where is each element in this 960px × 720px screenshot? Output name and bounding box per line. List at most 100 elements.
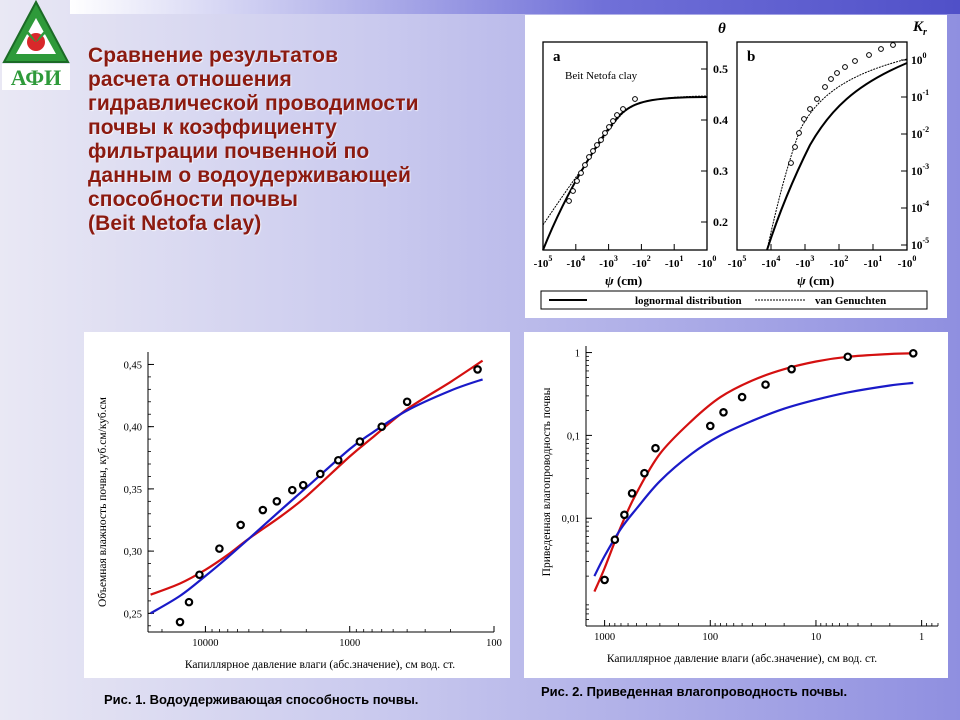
- data-point: [610, 535, 620, 545]
- x-tick-label: 1000: [339, 638, 360, 649]
- scan-point: [578, 170, 584, 176]
- data-point: [908, 348, 918, 358]
- top-figure-svg: θ Kr a Beit Netofa clay 0.5 0.4 0.3 0.2 b 1…: [534, 19, 929, 310]
- kr-axis-symbol: Kr: [912, 19, 927, 38]
- psi-tick-label: -101: [864, 254, 883, 270]
- chart2-x-label: Капиллярное давление влаги (абс.значение…: [607, 653, 877, 665]
- series-line-1: [150, 378, 483, 615]
- chart1-y-label: Объемная влажность почвы, куб.см/куб.см: [97, 396, 109, 607]
- kr-tick-label: 10-5: [911, 236, 929, 252]
- scan-point: [796, 130, 802, 136]
- data-point: [272, 497, 282, 506]
- x-tick-label: 1: [919, 632, 924, 643]
- scan-point: [598, 137, 604, 143]
- chart2-y-label: Приведенная влагопроводность почвы: [541, 387, 553, 576]
- data-point: [236, 520, 245, 530]
- data-point: [402, 397, 412, 407]
- chart2-svg: Приведенная влагопроводность почвы Капил…: [541, 346, 939, 665]
- top-gradient-bar: [70, 0, 960, 14]
- scan-point: [814, 96, 820, 102]
- psi-tick-label: -101: [665, 254, 684, 270]
- y-tick-label: 0,25: [124, 609, 142, 620]
- panel-b-points: [788, 42, 896, 166]
- data-point: [620, 510, 629, 520]
- panel-a-frame: [542, 41, 708, 251]
- scan-point: [828, 76, 834, 82]
- scan-point: [614, 112, 620, 118]
- theta-axis-symbol: θ: [718, 21, 726, 37]
- data-point: [473, 365, 482, 374]
- psi-tick-label: -103: [599, 254, 618, 270]
- legend-vangenuchten: van Genuchten: [815, 295, 886, 307]
- scan-point: [606, 124, 612, 130]
- data-point: [195, 570, 204, 580]
- scan-point: [566, 198, 572, 204]
- scan-point: [842, 64, 848, 70]
- kr-tick-label: 10-3: [911, 162, 929, 178]
- data-point: [215, 544, 224, 553]
- scan-point: [878, 46, 884, 52]
- x-tick-label: 10000: [192, 638, 218, 649]
- chart1-svg: Объемная влажность почвы, куб.см/куб.см …: [97, 352, 502, 671]
- scan-point: [590, 148, 596, 154]
- data-point: [315, 469, 325, 479]
- scan-point: [610, 118, 616, 124]
- panel-a-points: [566, 96, 638, 204]
- data-point: [258, 505, 268, 515]
- data-point: [761, 380, 770, 389]
- x-tick-label: 1000: [594, 632, 615, 643]
- scan-point: [620, 106, 626, 112]
- x-tick-label: 100: [486, 638, 502, 649]
- psi-tick-label: -105: [728, 254, 747, 270]
- y-tick-label: 0,40: [124, 423, 142, 434]
- scan-point: [582, 162, 588, 168]
- data-point: [333, 455, 343, 465]
- afi-logo: АФИ: [0, 0, 72, 92]
- chart1-x-label: Капиллярное давление влаги (абс.значение…: [185, 659, 455, 671]
- panel-b-kr-ticks: 100 10-1 10-2 10-3 10-4 10-5: [901, 51, 929, 252]
- psi-tick-label: -103: [796, 254, 815, 270]
- psi-tick-label: -104: [566, 254, 585, 270]
- kr-tick-label: 100: [911, 51, 927, 67]
- scan-point: [834, 70, 840, 76]
- panel-b-vangenuchten-curve: [766, 58, 908, 251]
- chart2-panel: Приведенная влагопроводность почвы Капил…: [524, 332, 948, 678]
- title-line: гидравлической проводимости: [88, 92, 419, 115]
- title-line: фильтрации почвенной по: [88, 140, 370, 163]
- scan-point: [632, 96, 638, 102]
- chart1-panel: Объемная влажность почвы, куб.см/куб.см …: [84, 332, 510, 678]
- data-point: [651, 443, 660, 453]
- title-line: расчета отношения: [88, 68, 292, 91]
- y-tick-label: 0,35: [124, 485, 142, 496]
- psi-tick-label: -102: [830, 254, 849, 270]
- panel-a-x-ticks: -105 -104 -103 -102 -101 -100: [534, 244, 716, 270]
- data-point: [737, 392, 747, 402]
- scan-point: [570, 188, 576, 194]
- panel-a-vangenuchten-curve: [542, 95, 708, 226]
- y-tick-label: 0,30: [124, 547, 142, 558]
- panel-b-letter: b: [747, 49, 755, 65]
- scan-point: [801, 116, 807, 122]
- panel-a-x-label: ψ (cm): [605, 273, 642, 288]
- psi-tick-label: -102: [632, 254, 651, 270]
- logo-text: АФИ: [11, 65, 62, 90]
- scan-point: [574, 178, 580, 184]
- psi-tick-label: -100: [898, 254, 917, 270]
- title-line: способности почвы: [88, 188, 299, 211]
- data-point: [184, 597, 194, 607]
- title-line: данным о водоудерживающей: [88, 164, 411, 187]
- data-point: [175, 617, 185, 627]
- data-point: [843, 352, 853, 362]
- panel-a-theta-ticks: 0.5 0.4 0.3 0.2: [701, 62, 728, 229]
- data-point: [719, 408, 728, 417]
- figure1-caption: Рис. 1. Водоудерживающая способность поч…: [104, 692, 419, 707]
- title-line: почвы к коэффициенту: [88, 116, 337, 139]
- y-tick-label: 0,1: [567, 431, 580, 442]
- kr-tick-label: 10-1: [911, 88, 929, 104]
- panel-b-x-label: ψ (cm): [797, 273, 834, 288]
- panel-a-letter: a: [553, 49, 561, 65]
- y-tick-label: 0,01: [562, 514, 580, 525]
- data-point: [377, 422, 387, 431]
- scan-point: [792, 144, 798, 150]
- data-point: [787, 364, 796, 374]
